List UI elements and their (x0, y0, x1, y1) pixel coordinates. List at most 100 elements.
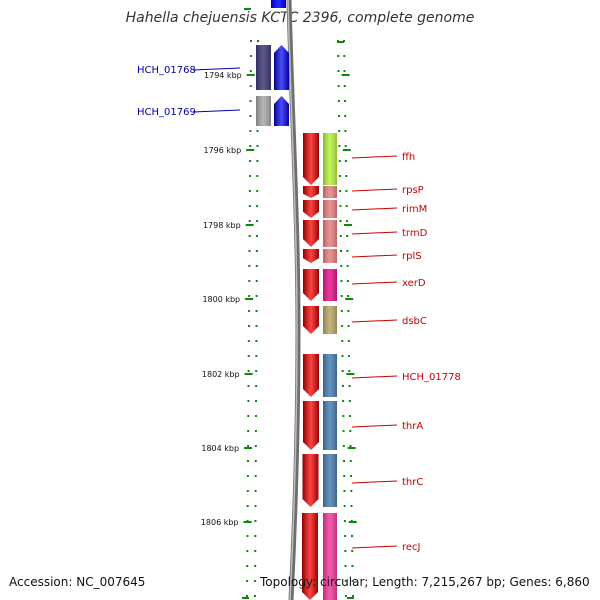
gene-label-leader (351, 231, 398, 235)
ruler-dot (249, 100, 252, 102)
ruler-dot (249, 115, 252, 117)
ruler-dot (345, 205, 348, 207)
ruler-dot (347, 295, 350, 297)
ruler-dot (256, 160, 259, 162)
gene-label-leader (351, 375, 398, 379)
ruler-dot (339, 220, 342, 222)
ruler-tick (244, 447, 253, 449)
ruler-dot (254, 580, 257, 582)
ruler-dot (344, 550, 347, 552)
ruler-dot (340, 310, 343, 312)
ruler-dot (350, 490, 353, 492)
ruler-tick (346, 373, 355, 375)
ruler-dot (246, 535, 249, 537)
ruler-dot (256, 130, 259, 132)
ruler-tick-label: 1794 kbp (204, 71, 242, 80)
ruler-dot (337, 55, 340, 57)
ruler-dot (247, 400, 250, 402)
gene-cog-box-shade (323, 401, 337, 450)
ruler-tick-label: 1798 kbp (203, 221, 241, 230)
ruler-dot (346, 265, 349, 267)
ruler-dot (348, 385, 351, 387)
ruler-dot (254, 505, 257, 507)
ruler-tick-label: 1796 kbp (204, 146, 242, 155)
ruler-dot (341, 325, 344, 327)
gene-arrow-reverse-shade (303, 354, 319, 397)
gene-arrow-reverse-shade (303, 306, 319, 334)
ruler-tick (246, 74, 255, 76)
chromosome-backbone (286, 0, 301, 600)
accession-text: Accession: NC_007645 (9, 575, 146, 589)
ruler-dot (247, 385, 250, 387)
ruler-tick (242, 597, 249, 599)
ruler-dot (248, 250, 251, 252)
ruler-dot (246, 580, 249, 582)
ruler-dot (249, 175, 252, 177)
gene-label-leader (351, 254, 398, 258)
ruler-dot (339, 190, 342, 192)
ruler-dot (255, 310, 258, 312)
gene-arrow-reverse-shade (303, 401, 319, 450)
ruler-dot (256, 145, 259, 147)
ruler-dot (255, 340, 258, 342)
ruler-tick (246, 149, 255, 151)
gene-label-leader (351, 480, 398, 484)
ruler-dot (247, 325, 250, 327)
ruler-dot (338, 175, 341, 177)
ruler-dot (249, 55, 252, 57)
ruler-dot (349, 430, 352, 432)
ruler-dot (343, 85, 346, 87)
gene-label-right: thrC (402, 477, 423, 488)
ruler-dot (248, 265, 251, 267)
gene-label-left: HCH_01769 (137, 107, 196, 118)
ruler-dot (349, 415, 352, 417)
ruler-tick (337, 41, 344, 43)
gene-label-right: recJ (402, 542, 421, 553)
ruler-tick (347, 597, 354, 599)
ruler-dot (344, 580, 347, 582)
gene-label-leader (351, 155, 398, 159)
ruler-dot (345, 175, 348, 177)
gene-arrow-reverse-shade (303, 200, 319, 218)
ruler-dot (248, 220, 251, 222)
ruler-dot (338, 115, 341, 117)
ruler-dot (351, 550, 354, 552)
ruler-dot (256, 190, 259, 192)
ruler-tick (347, 447, 356, 449)
ruler-dot (246, 505, 249, 507)
ruler-tick (244, 373, 253, 375)
ruler-dot (246, 595, 249, 597)
gene-cog-box-shade (323, 513, 337, 600)
ruler-dot (254, 460, 257, 462)
ruler-tick (342, 149, 351, 151)
ruler-dot (248, 235, 251, 237)
gene-label-right: thrA (402, 421, 423, 432)
ruler-tick (341, 74, 350, 76)
ruler-dot (257, 40, 259, 42)
ruler-dot (346, 280, 349, 282)
topology-text: Topology: circular; Length: 7,215,267 bp… (260, 575, 590, 589)
ruler-tick (244, 8, 251, 10)
ruler-tick (348, 521, 357, 523)
ruler-dot (341, 340, 344, 342)
gene-label-right: xerD (402, 278, 426, 289)
ruler-dot (344, 565, 347, 567)
ruler-dot (347, 310, 350, 312)
ruler-dot (248, 205, 251, 207)
ruler-dot (249, 130, 252, 132)
ruler-dot (348, 355, 351, 357)
ruler-dot (337, 100, 340, 102)
gene-label-right: rimM (402, 204, 427, 215)
ruler-dot (246, 460, 249, 462)
ruler-dot (342, 415, 345, 417)
ruler-dot (256, 205, 259, 207)
ruler-dot (343, 490, 346, 492)
ruler-dot (247, 430, 250, 432)
ruler-dot (254, 415, 257, 417)
ruler-dot (341, 385, 344, 387)
map-title: Hahella chejuensis KCTC 2396, complete g… (125, 10, 475, 26)
ruler-dot (343, 520, 346, 522)
gene-arrow-reverse-shade (303, 269, 319, 301)
gene-cog-box-shade (256, 45, 271, 90)
ruler-dot (340, 250, 343, 252)
